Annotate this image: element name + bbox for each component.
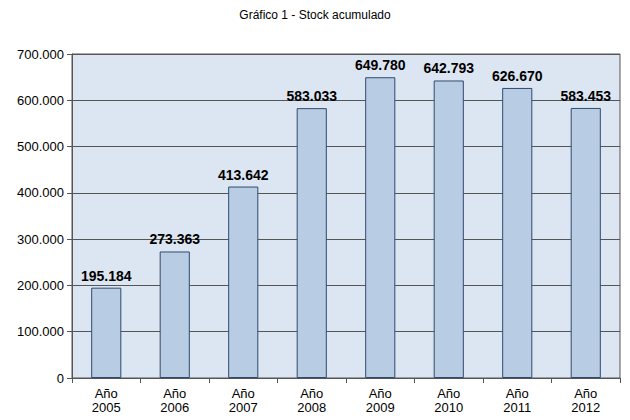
- svg-text:642.793: 642.793: [423, 60, 474, 76]
- svg-text:400.000: 400.000: [17, 185, 64, 200]
- svg-text:2012: 2012: [571, 400, 600, 415]
- svg-text:2010: 2010: [434, 400, 463, 415]
- svg-text:273.363: 273.363: [149, 231, 200, 247]
- svg-text:700.000: 700.000: [17, 47, 64, 62]
- svg-text:626.670: 626.670: [492, 68, 543, 84]
- svg-text:Año: Año: [506, 386, 529, 401]
- svg-text:2011: 2011: [503, 400, 531, 415]
- svg-text:200.000: 200.000: [17, 278, 64, 293]
- svg-text:2007: 2007: [229, 400, 258, 415]
- svg-text:Año: Año: [369, 386, 392, 401]
- svg-text:100.000: 100.000: [17, 324, 64, 339]
- svg-text:583.033: 583.033: [286, 88, 337, 104]
- svg-text:300.000: 300.000: [17, 232, 64, 247]
- svg-text:195.184: 195.184: [81, 268, 132, 284]
- svg-text:Año: Año: [232, 386, 255, 401]
- svg-text:Año: Año: [300, 386, 323, 401]
- svg-text:649.780: 649.780: [355, 57, 406, 73]
- svg-text:500.000: 500.000: [17, 139, 64, 154]
- svg-text:0: 0: [57, 371, 64, 386]
- svg-text:Año: Año: [574, 386, 597, 401]
- svg-text:600.000: 600.000: [17, 93, 64, 108]
- svg-text:Año: Año: [437, 386, 460, 401]
- svg-text:2008: 2008: [297, 400, 326, 415]
- svg-text:2005: 2005: [92, 400, 121, 415]
- svg-text:2009: 2009: [366, 400, 395, 415]
- svg-text:2006: 2006: [160, 400, 189, 415]
- svg-text:Año: Año: [163, 386, 186, 401]
- svg-text:413.642: 413.642: [218, 167, 269, 183]
- svg-text:Gráfico 1 - Stock acumulado: Gráfico 1 - Stock acumulado: [239, 8, 391, 22]
- svg-text:Año: Año: [95, 386, 118, 401]
- svg-text:583.453: 583.453: [560, 88, 611, 104]
